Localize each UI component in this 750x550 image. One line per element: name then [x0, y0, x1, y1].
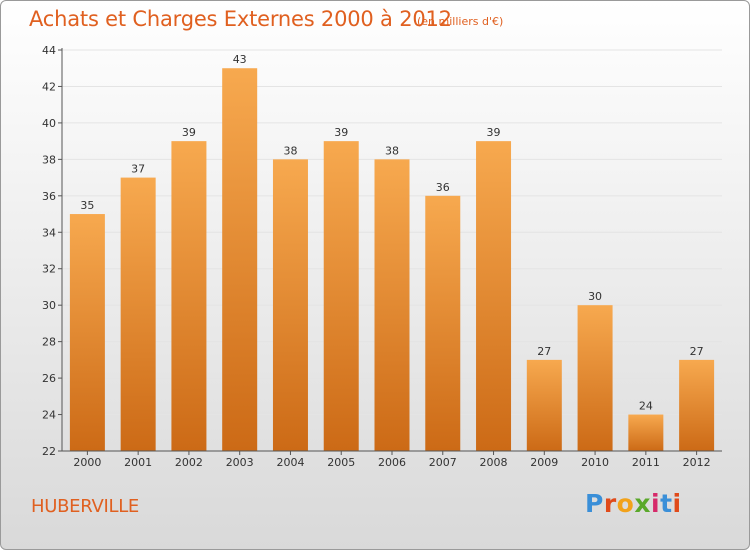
data-labels: 35 37 39 43 38 39 38 36 39 27 30 24 27 — [80, 53, 703, 412]
bar — [120, 177, 156, 451]
x-tick-label: 2005 — [327, 456, 355, 469]
bar — [171, 141, 207, 452]
y-tick-label: 42 — [42, 80, 56, 93]
bar — [323, 141, 359, 452]
logo-letter: i — [672, 489, 682, 518]
logo-letter: P — [585, 489, 604, 518]
bar — [679, 359, 715, 451]
x-tick-label: 2002 — [175, 456, 203, 469]
bar — [69, 214, 105, 451]
x-tick-label: 2009 — [530, 456, 558, 469]
bar — [628, 414, 664, 451]
logo-letter: o — [616, 489, 635, 518]
y-tick-label: 44 — [42, 44, 56, 57]
chart-subtitle: (en milliers d'€) — [417, 15, 504, 28]
data-label: 39 — [487, 126, 501, 139]
data-label: 35 — [80, 199, 94, 212]
x-tick-label: 2011 — [632, 456, 660, 469]
x-tick-label: 2008 — [480, 456, 508, 469]
data-label: 37 — [131, 163, 145, 176]
x-tick-label: 2006 — [378, 456, 406, 469]
x-tick-label: 2012 — [683, 456, 711, 469]
x-tick-label: 2010 — [581, 456, 609, 469]
y-tick-label: 40 — [42, 117, 56, 130]
bar — [425, 195, 461, 451]
data-label: 38 — [385, 144, 399, 157]
bar — [222, 68, 258, 452]
y-tick-label: 24 — [42, 409, 56, 422]
data-label: 38 — [283, 144, 297, 157]
bar — [374, 159, 410, 451]
logo-letter: x — [634, 489, 651, 518]
bar — [526, 359, 562, 451]
y-tick-label: 38 — [42, 153, 56, 166]
x-tick-label: 2004 — [276, 456, 304, 469]
x-tick-label: 2003 — [226, 456, 254, 469]
x-tick-label: 2001 — [124, 456, 152, 469]
bar — [272, 159, 308, 451]
logo-letter: i — [651, 489, 661, 518]
data-label: 27 — [690, 345, 704, 358]
data-label: 30 — [588, 290, 602, 303]
x-tick-label: 2007 — [429, 456, 457, 469]
y-tick-label: 36 — [42, 190, 56, 203]
data-label: 27 — [537, 345, 551, 358]
x-tick-label: 2000 — [73, 456, 101, 469]
y-tick-label: 32 — [42, 263, 56, 276]
commune-name: HUBERVILLE — [31, 496, 140, 517]
bar — [577, 305, 613, 451]
data-label: 24 — [639, 400, 653, 413]
data-label: 36 — [436, 181, 450, 194]
bars — [69, 68, 715, 452]
axes: 22 24 26 28 30 32 34 36 38 40 42 44 2000 2001 2002 2003… — [42, 44, 722, 469]
y-tick-label: 30 — [42, 299, 56, 312]
data-label: 43 — [233, 53, 247, 66]
logo-letter: t — [660, 489, 673, 518]
y-tick-label: 28 — [42, 336, 56, 349]
y-tick-label: 26 — [42, 372, 56, 385]
y-tick-label: 34 — [42, 226, 56, 239]
logo-letter: r — [603, 489, 617, 518]
y-tick-label: 22 — [42, 445, 56, 458]
proxiti-logo: Proxiti — [585, 489, 682, 518]
data-label: 39 — [182, 126, 196, 139]
data-label: 39 — [334, 126, 348, 139]
bar — [476, 141, 512, 452]
chart-title: Achats et Charges Externes 2000 à 2012 — [29, 7, 452, 31]
